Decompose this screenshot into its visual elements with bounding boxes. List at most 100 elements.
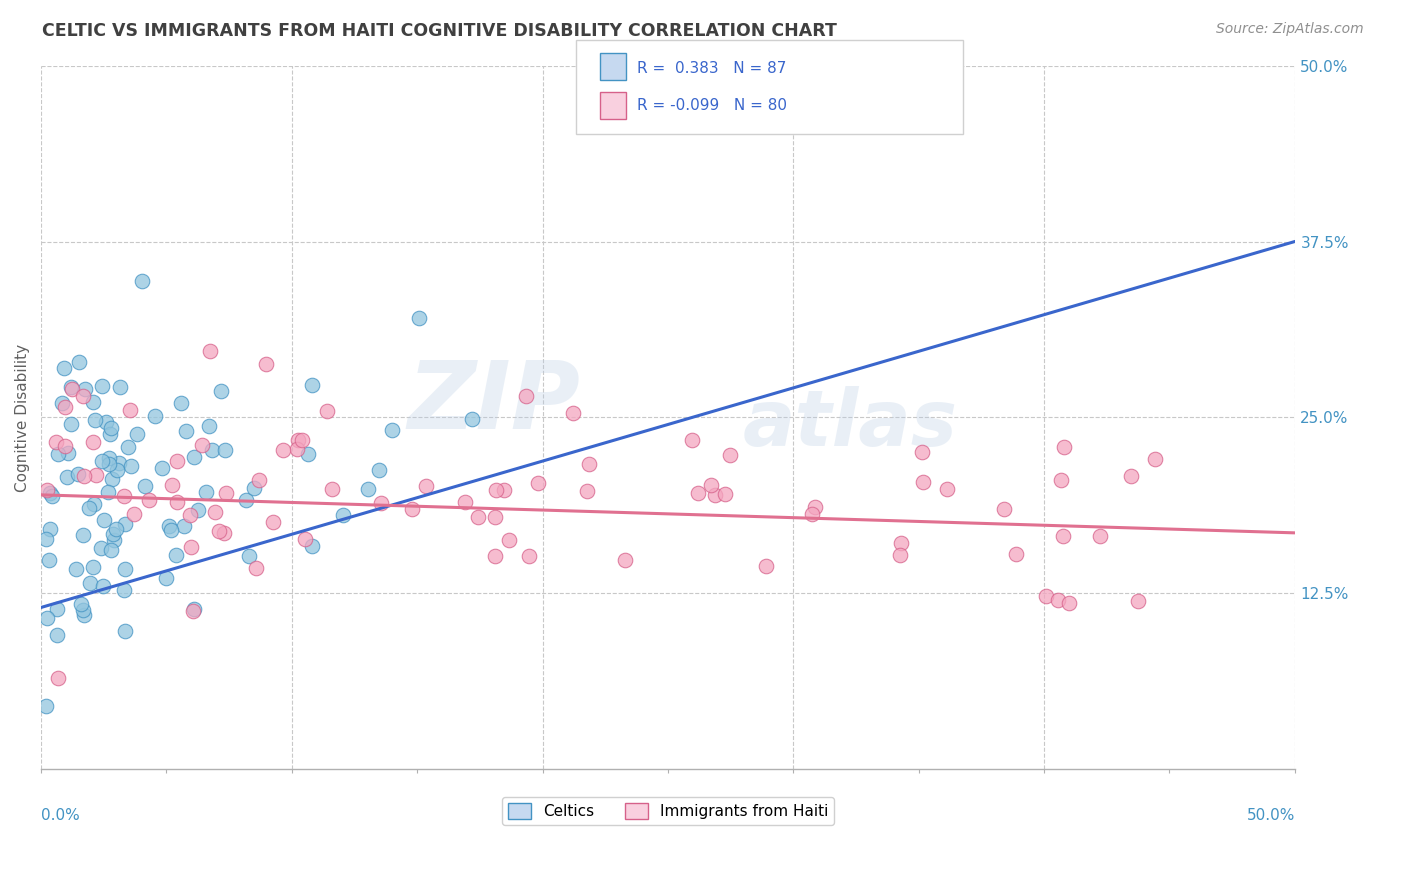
Point <box>35 532 58 546</box>
Point <box>370 496 392 510</box>
Point <box>1052 529 1074 543</box>
Point <box>100 420 122 434</box>
Point <box>105 522 128 536</box>
Point <box>201 443 224 458</box>
Text: CELTIC VS IMMIGRANTS FROM HAITI COGNITIVE DISABILITY CORRELATION CHART: CELTIC VS IMMIGRANTS FROM HAITI COGNITIV… <box>42 22 837 40</box>
Point <box>131 274 153 288</box>
Point <box>45 435 67 450</box>
Point <box>75 382 97 396</box>
Point <box>114 624 136 638</box>
Point <box>53 439 76 453</box>
Point <box>1047 593 1070 607</box>
Point <box>357 483 380 497</box>
Point <box>415 479 437 493</box>
Point <box>90 378 112 392</box>
Point <box>287 433 309 447</box>
Point <box>100 427 122 442</box>
Point <box>72 608 94 623</box>
Point <box>117 440 139 454</box>
Point <box>83 497 105 511</box>
Point <box>173 519 195 533</box>
Point <box>39 485 62 500</box>
Point <box>1053 440 1076 454</box>
Point <box>72 603 94 617</box>
Point <box>254 357 277 371</box>
Point <box>66 467 89 482</box>
Point <box>935 483 957 497</box>
Point <box>37 483 59 498</box>
Text: 0.0%: 0.0% <box>41 808 80 823</box>
Point <box>527 476 550 491</box>
Point <box>209 384 232 399</box>
Point <box>183 604 205 618</box>
Point <box>755 558 778 573</box>
Point <box>174 424 197 438</box>
Point <box>291 434 314 448</box>
Point <box>165 549 187 563</box>
Point <box>191 438 214 452</box>
Point <box>38 552 60 566</box>
Point <box>166 495 188 509</box>
Point <box>82 560 104 574</box>
Point <box>1050 474 1073 488</box>
Point <box>138 492 160 507</box>
Point <box>98 457 121 471</box>
Text: R = -0.099   N = 80: R = -0.099 N = 80 <box>637 98 787 113</box>
Point <box>93 513 115 527</box>
Point <box>1035 590 1057 604</box>
Y-axis label: Cognitive Disability: Cognitive Disability <box>15 343 30 491</box>
Point <box>294 533 316 547</box>
Point <box>484 509 506 524</box>
Point <box>179 540 201 554</box>
Point <box>155 571 177 585</box>
Point <box>911 445 934 459</box>
Point <box>576 483 599 498</box>
Point <box>143 409 166 423</box>
Point <box>46 671 69 685</box>
Point <box>301 378 323 392</box>
Point <box>98 450 121 465</box>
Legend: Celtics, Immigrants from Haiti: Celtics, Immigrants from Haiti <box>502 797 834 825</box>
Point <box>114 516 136 531</box>
Point <box>262 515 284 529</box>
Point <box>247 473 270 487</box>
Point <box>37 611 59 625</box>
Point <box>134 479 156 493</box>
FancyBboxPatch shape <box>600 93 626 120</box>
Point <box>235 493 257 508</box>
Point <box>214 443 236 458</box>
Point <box>198 419 221 434</box>
Point <box>114 562 136 576</box>
Point <box>890 535 912 549</box>
Text: atlas: atlas <box>744 386 957 462</box>
Point <box>271 443 294 458</box>
Point <box>1057 596 1080 610</box>
Point <box>215 486 238 500</box>
Point <box>86 468 108 483</box>
Point <box>195 485 218 500</box>
Point <box>120 458 142 473</box>
Point <box>108 456 131 470</box>
Text: 50.0%: 50.0% <box>1246 808 1295 823</box>
Point <box>91 579 114 593</box>
Point <box>212 526 235 541</box>
Point <box>59 417 82 432</box>
Point <box>198 343 221 358</box>
Point <box>484 549 506 563</box>
Point <box>243 481 266 495</box>
Point <box>578 457 600 471</box>
Point <box>245 561 267 575</box>
Point <box>105 463 128 477</box>
Point <box>41 489 63 503</box>
Point <box>118 403 141 417</box>
Point <box>77 500 100 515</box>
Point <box>100 543 122 558</box>
Point <box>561 406 583 420</box>
Point <box>688 486 710 500</box>
Point <box>285 442 308 457</box>
Point <box>56 470 79 484</box>
Point <box>494 483 516 498</box>
Point <box>51 395 73 409</box>
Point <box>108 380 131 394</box>
Point <box>517 549 540 563</box>
